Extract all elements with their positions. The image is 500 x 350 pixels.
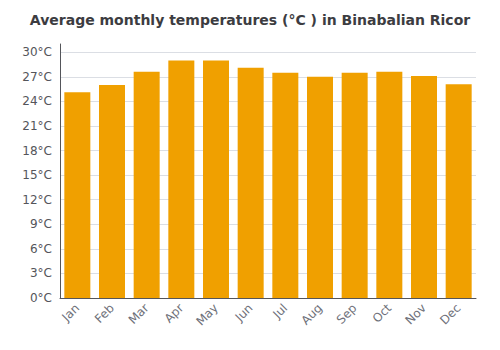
svg-text:3°C: 3°C <box>30 266 52 280</box>
svg-text:15°C: 15°C <box>22 168 52 182</box>
svg-text:Jan: Jan <box>59 301 83 325</box>
svg-text:Aug: Aug <box>298 301 324 327</box>
svg-text:Oct: Oct <box>370 301 395 326</box>
svg-text:May: May <box>194 301 221 328</box>
svg-text:Jun: Jun <box>232 301 256 325</box>
svg-text:24°C: 24°C <box>22 94 52 108</box>
svg-text:27°C: 27°C <box>22 70 52 84</box>
svg-text:30°C: 30°C <box>22 45 52 59</box>
svg-text:6°C: 6°C <box>30 242 52 256</box>
svg-text:Average monthly temperatures (: Average monthly temperatures (°C ) in Bi… <box>30 12 470 28</box>
svg-text:Feb: Feb <box>92 301 117 326</box>
svg-text:Mar: Mar <box>126 301 152 327</box>
svg-text:Dec: Dec <box>437 301 463 327</box>
svg-text:18°C: 18°C <box>22 144 52 158</box>
svg-text:0°C: 0°C <box>30 291 52 305</box>
svg-text:21°C: 21°C <box>22 119 52 133</box>
svg-text:Jul: Jul <box>269 301 290 322</box>
svg-text:Apr: Apr <box>162 301 187 326</box>
svg-text:Sep: Sep <box>334 301 360 327</box>
svg-text:Nov: Nov <box>403 301 429 327</box>
svg-text:12°C: 12°C <box>22 193 52 207</box>
svg-text:9°C: 9°C <box>30 217 52 231</box>
